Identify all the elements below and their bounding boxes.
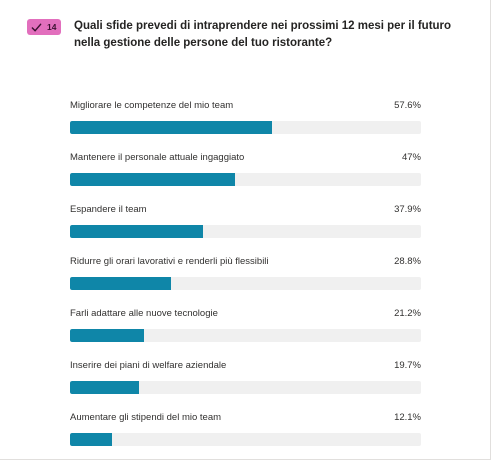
option-row: Mantenere il personale attuale ingaggiat… (70, 152, 421, 192)
option-label: Migliorare le competenze del mio team (70, 100, 234, 111)
option-percent: 21.2% (394, 308, 421, 319)
option-row: Migliorare le competenze del mio team 57.… (70, 100, 421, 140)
progress-track (70, 433, 421, 446)
progress-fill (70, 381, 140, 394)
progress-fill (70, 121, 273, 134)
option-percent: 47% (401, 152, 421, 163)
question-number-badge: 14 (27, 19, 61, 35)
progress-fill (70, 277, 172, 290)
progress-track (70, 381, 421, 394)
progress-track (70, 277, 421, 290)
option-label: Mantenere il personale attuale ingaggiat… (70, 152, 245, 163)
option-row: Inserire dei piani di welfare aziendale 1… (70, 360, 421, 400)
progress-track (70, 173, 421, 186)
progress-fill (70, 173, 235, 186)
progress-fill (70, 329, 145, 342)
option-row: Aumentare gli stipendi del mio team 12.1% (70, 412, 421, 452)
question-number: 14 (47, 22, 57, 32)
option-percent: 37.9% (394, 204, 421, 215)
option-percent: 12.1% (394, 412, 421, 423)
progress-track (70, 225, 421, 238)
progress-track (70, 121, 421, 134)
option-percent: 28.8% (394, 256, 421, 267)
progress-track (70, 329, 421, 342)
question-title: Quali sfide prevedi di intraprendere nei… (74, 20, 452, 49)
option-label: Farli adattare alle nuove tecnologie (70, 308, 218, 319)
option-label: Ridurre gli orari lavorativi e renderli … (70, 256, 269, 267)
option-row: Ridurre gli orari lavorativi e renderli … (70, 256, 421, 296)
progress-fill (70, 225, 204, 238)
option-label: Inserire dei piani di welfare aziendale (70, 360, 227, 371)
option-percent: 57.6% (394, 100, 421, 111)
option-row: Espandere il team 37.9% (70, 204, 421, 244)
checkmark-icon (31, 23, 42, 31)
progress-fill (70, 433, 113, 446)
option-row: Farli adattare alle nuove tecnologie 21.2… (70, 308, 421, 348)
option-percent: 19.7% (394, 360, 421, 371)
option-label: Espandere il team (70, 204, 147, 215)
option-label: Aumentare gli stipendi del mio team (70, 412, 222, 423)
